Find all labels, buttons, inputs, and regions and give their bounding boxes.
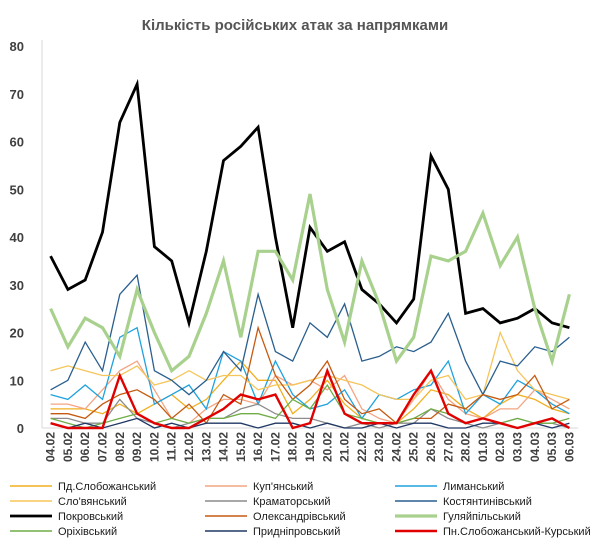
x-tick-label: 06.02	[78, 432, 92, 462]
x-tick-label: 06.03	[562, 432, 576, 462]
legend-label: Сло'вянський	[58, 496, 127, 508]
legend-label: Пд.Слобожанський	[58, 481, 156, 493]
x-tick-label: 23.02	[372, 432, 386, 462]
y-tick-label: 40	[10, 230, 24, 245]
y-tick-label: 0	[17, 421, 24, 436]
legend-label: Краматорський	[253, 496, 331, 508]
x-tick-label: 22.02	[355, 432, 369, 462]
legend-label: Олександрівський	[253, 511, 346, 523]
y-tick-label: 10	[10, 373, 24, 388]
x-tick-label: 04.02	[44, 432, 58, 462]
legend-label: Придніпровський	[253, 526, 340, 538]
plot-area: 0 10 20 30 40 50 60 70 80 04.02 05.02 06.02 07.02 08.…	[10, 39, 578, 462]
x-tick-label: 05.02	[61, 432, 75, 462]
x-tick-label: 15.02	[234, 432, 248, 462]
x-tick-label: 28.02	[459, 432, 473, 462]
x-tick-label: 11.02	[165, 432, 179, 462]
x-tick-label: 12.02	[182, 432, 196, 462]
chart-legend: Пд.Слобожанський Куп'янський Лиманський Сло…	[10, 481, 590, 538]
legend-label: Лиманський	[443, 481, 504, 493]
x-tick-label: 02.03	[493, 432, 507, 462]
x-tick-label: 16.02	[251, 432, 265, 462]
legend-label: Покровський	[58, 511, 123, 523]
x-tick-label: 21.02	[338, 432, 352, 462]
x-tick-label: 10.02	[147, 432, 161, 462]
legend-label: Гуляйпільський	[443, 511, 521, 523]
legend-label: Костянтинівський	[443, 496, 532, 508]
series-line	[50, 417, 570, 429]
y-tick-label: 80	[10, 39, 24, 54]
y-tick-label: 50	[10, 182, 24, 197]
x-tick-label: 19.02	[303, 432, 317, 462]
x-tick-label: 04.03	[528, 432, 542, 462]
legend-label: Пн.Слобожанський-Курський	[443, 526, 590, 538]
y-tick-label: 20	[10, 326, 24, 341]
series-line	[49, 78, 570, 330]
x-tick-label: 14.02	[217, 432, 231, 462]
x-tick-label: 17.02	[268, 432, 282, 462]
x-tick-label: 09.02	[130, 432, 144, 462]
y-tick-label: 70	[10, 87, 24, 102]
x-tick-label: 20.02	[320, 432, 334, 462]
x-tick-label: 18.02	[286, 432, 300, 462]
y-tick-label: 60	[10, 135, 24, 150]
x-tick-label: 07.02	[96, 432, 110, 462]
series-line	[50, 273, 570, 397]
x-tick-label: 01.03	[476, 432, 490, 462]
x-tick-label: 26.02	[424, 432, 438, 462]
series-line	[50, 326, 570, 420]
x-tick-label: 03.03	[510, 432, 524, 462]
x-tick-label: 08.02	[113, 432, 127, 462]
x-tick-label: 24.02	[389, 432, 403, 462]
series-line	[50, 367, 570, 430]
legend-label: Оріхівський	[58, 526, 117, 538]
x-tick-label: 13.02	[199, 432, 213, 462]
y-tick-label: 30	[10, 278, 24, 293]
legend-label: Куп'янський	[253, 481, 313, 493]
chart-title: Кількість російських атак за напрямками	[142, 17, 448, 34]
series-line	[49, 193, 571, 374]
series-line	[50, 325, 570, 425]
x-tick-label: 05.03	[545, 432, 559, 462]
x-tick-label: 27.02	[441, 432, 455, 462]
x-tick-label: 25.02	[407, 432, 421, 462]
